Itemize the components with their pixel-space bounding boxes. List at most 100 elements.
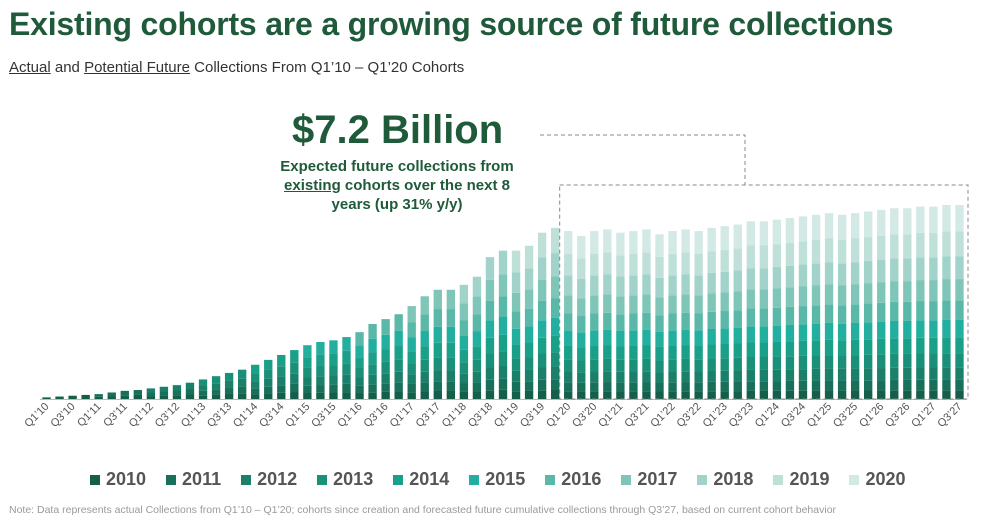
bar-Q4'25 xyxy=(864,211,873,399)
segment-2015-Q1'24 xyxy=(772,325,782,342)
bar-Q1'10 xyxy=(42,397,51,399)
segment-2018-Q3'24 xyxy=(798,264,808,287)
segment-2019-Q3'19 xyxy=(537,232,547,258)
segment-2020-Q3'20 xyxy=(590,231,599,254)
bar-Q1'13 xyxy=(198,379,208,399)
segment-2018-Q3'26 xyxy=(903,258,912,282)
segment-2018-Q3'22 xyxy=(694,275,703,296)
bar-Q4'26 xyxy=(916,206,925,399)
segment-2014-Q4'17 xyxy=(446,342,456,358)
bar-Q4'16 xyxy=(394,314,403,399)
segment-2019-Q2'27 xyxy=(942,231,951,257)
segment-2019-Q2'26 xyxy=(890,234,899,259)
segment-2013-Q3'19 xyxy=(537,353,547,368)
segment-2020-Q1'24 xyxy=(772,219,782,245)
segment-2018-Q1'22 xyxy=(668,275,677,296)
segment-2017-Q4'18 xyxy=(498,274,508,297)
segment-2016-Q1'23 xyxy=(720,311,729,329)
segment-2020-Q1'20 xyxy=(564,231,573,254)
segment-2018-Q2'20 xyxy=(577,278,586,299)
segment-2012-Q2'23 xyxy=(733,370,742,382)
segment-2010-Q3'21 xyxy=(642,391,651,399)
segment-2015-Q2'20 xyxy=(577,332,586,348)
x-tick-label: Q1’17 xyxy=(388,401,417,430)
segment-2012-Q3'24 xyxy=(798,369,808,381)
segment-2012-Q2'13 xyxy=(211,383,221,390)
segment-2012-Q3'19 xyxy=(537,367,547,380)
segment-2014-Q1'17 xyxy=(407,351,416,364)
segment-2013-Q2'16 xyxy=(368,364,377,375)
segment-2011-Q4'15 xyxy=(342,383,351,393)
segment-2010-Q1'18 xyxy=(459,391,469,399)
segment-2020-Q3'23 xyxy=(746,221,755,246)
x-tick-label: Q3’14 xyxy=(257,401,286,430)
segment-2015-Q4'22 xyxy=(707,328,716,345)
segment-2014-Q4'19 xyxy=(551,335,560,353)
legend-label: 2013 xyxy=(333,469,374,489)
segment-2019-Q4'22 xyxy=(707,251,716,273)
segment-2019-Q1'26 xyxy=(877,235,886,260)
x-tick-label: Q1’18 xyxy=(440,401,469,430)
legend-swatch xyxy=(849,474,860,485)
segment-2012-Q3'15 xyxy=(329,375,338,385)
legend-swatch xyxy=(773,474,784,485)
segment-2020-Q2'22 xyxy=(681,229,690,253)
segment-2018-Q4'21 xyxy=(655,277,664,298)
x-tick-label: Q1’25 xyxy=(805,401,834,430)
segment-2013-Q3'17 xyxy=(433,357,442,371)
segment-2016-Q3'17 xyxy=(433,309,442,327)
segment-2017-Q4'26 xyxy=(916,280,925,302)
x-tick-label: Q1’24 xyxy=(753,401,782,430)
segment-2017-Q3'27 xyxy=(955,279,964,301)
segment-2019-Q4'23 xyxy=(759,245,769,269)
segment-2018-Q4'18 xyxy=(498,250,508,275)
segment-2014-Q2'18 xyxy=(472,346,482,360)
segment-2013-Q2'20 xyxy=(577,360,586,373)
segment-2020-Q4'26 xyxy=(916,206,925,233)
segment-2011-Q3'21 xyxy=(642,382,651,392)
bar-Q2'23 xyxy=(733,224,742,399)
segment-2010-Q2'14 xyxy=(264,393,273,399)
segment-2013-Q2'13 xyxy=(211,376,221,384)
x-tick-label: Q3’15 xyxy=(309,401,338,430)
segment-2010-Q2'26 xyxy=(890,390,899,399)
x-tick-label: Q1’15 xyxy=(283,401,312,430)
segment-2017-Q3'18 xyxy=(485,279,495,301)
segment-2010-Q3'22 xyxy=(694,391,703,399)
segment-2016-Q4'20 xyxy=(603,312,612,330)
segment-2012-Q1'18 xyxy=(459,373,469,384)
segment-2013-Q4'14 xyxy=(290,362,299,374)
legend-item-2016: 2016 xyxy=(545,469,601,490)
segment-2017-Q2'27 xyxy=(942,279,951,301)
segment-2018-Q2'22 xyxy=(681,274,690,295)
forecast-box xyxy=(559,184,969,400)
x-tick-label: Q3’27 xyxy=(935,401,964,430)
segment-2011-Q3'11 xyxy=(120,390,129,396)
segment-2018-Q3'18 xyxy=(485,257,495,280)
legend-item-2010: 2010 xyxy=(90,469,146,490)
segment-2012-Q1'12 xyxy=(146,388,156,393)
segment-2011-Q2'17 xyxy=(420,382,429,392)
segment-2015-Q2'21 xyxy=(629,330,638,346)
segment-2011-Q3'24 xyxy=(798,380,808,391)
segment-2017-Q1'17 xyxy=(407,306,416,323)
segment-2011-Q3'18 xyxy=(485,379,495,391)
segment-2013-Q1'15 xyxy=(303,367,312,378)
legend-swatch xyxy=(393,474,404,485)
bar-Q3'27 xyxy=(955,205,964,399)
segment-2013-Q2'26 xyxy=(890,353,899,368)
segment-2011-Q3'14 xyxy=(277,385,286,393)
x-tick-label: Q1’19 xyxy=(492,401,521,430)
segment-2010-Q4'11 xyxy=(133,394,142,399)
x-tick-label: Q3’21 xyxy=(622,401,651,430)
segment-2010-Q2'22 xyxy=(681,391,690,399)
segment-2014-Q1'24 xyxy=(772,341,782,357)
segment-2015-Q4'26 xyxy=(916,320,925,338)
segment-2013-Q1'16 xyxy=(355,367,364,378)
segment-2010-Q2'17 xyxy=(420,391,429,399)
footnote: Note: Data represents actual Collections… xyxy=(9,504,837,516)
segment-2014-Q4'21 xyxy=(655,346,664,361)
segment-2011-Q4'25 xyxy=(864,380,873,391)
bar-Q2'25 xyxy=(837,214,847,399)
x-tick-label: Q3’13 xyxy=(205,401,234,430)
